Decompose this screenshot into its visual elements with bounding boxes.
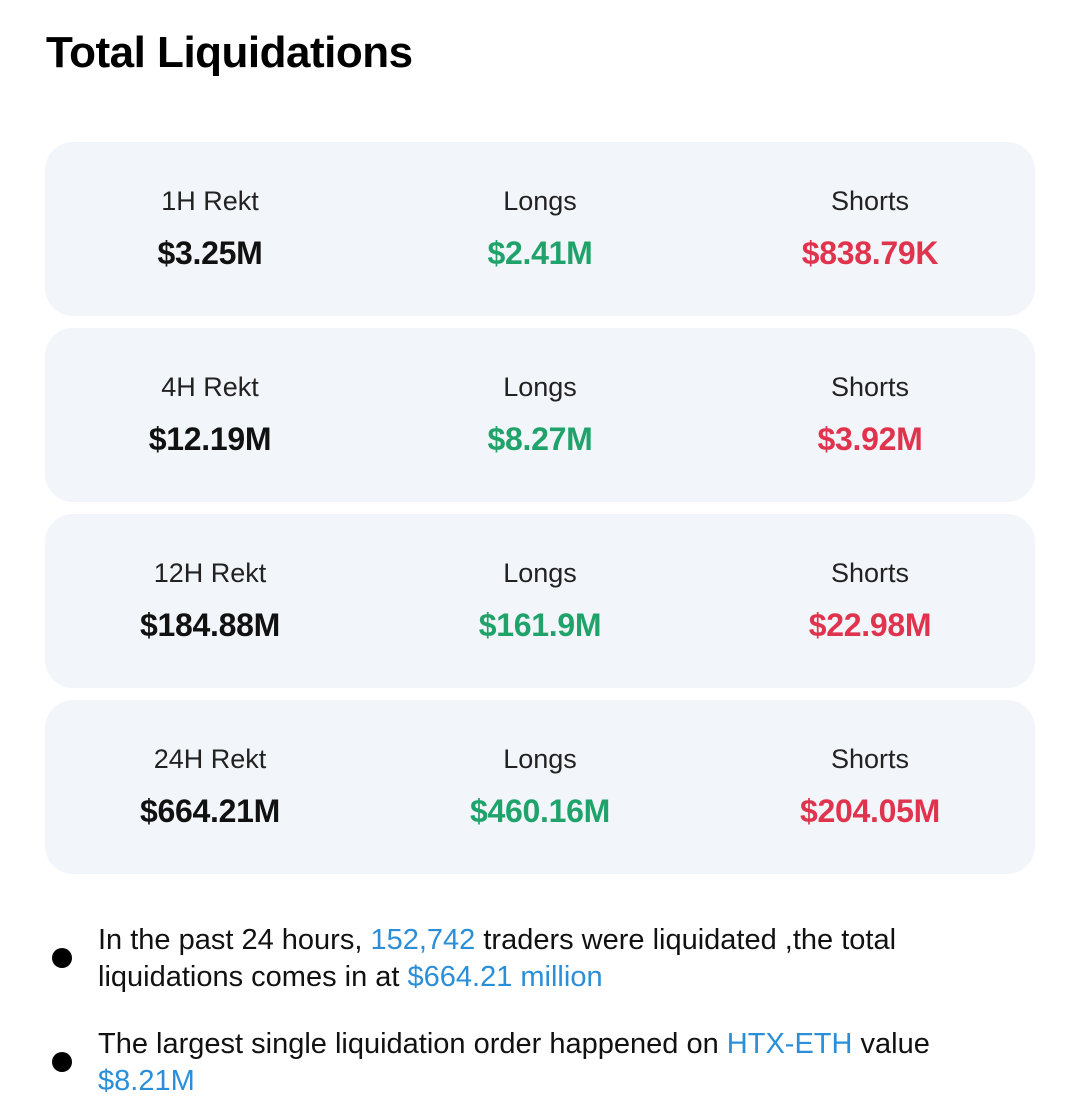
note-traders-liquidated: In the past 24 hours, 152,742 traders we… (52, 922, 1032, 996)
total-value: $184.88M (140, 607, 280, 643)
total-column: 4H Rekt $12.19M (45, 328, 375, 502)
shorts-column: Shorts $3.92M (705, 328, 1035, 502)
longs-value: $2.41M (487, 235, 593, 271)
note-text-part: In the past 24 hours, (98, 924, 371, 956)
largest-order-amount-link[interactable]: $8.21M (98, 1065, 195, 1097)
longs-label: Longs (503, 558, 577, 588)
total-column: 12H Rekt $184.88M (45, 514, 375, 688)
shorts-value: $22.98M (808, 607, 932, 643)
shorts-column: Shorts $204.05M (705, 700, 1035, 874)
liquidation-card-24h: 24H Rekt $664.21M Longs $460.16M Shorts … (45, 700, 1035, 874)
longs-value: $8.27M (487, 421, 593, 457)
shorts-value: $204.05M (800, 793, 940, 829)
longs-column: Longs $161.9M (375, 514, 705, 688)
exchange-link[interactable]: HTX-ETH (726, 1028, 853, 1060)
longs-value: $161.9M (478, 607, 602, 643)
note-text-part: value (852, 1028, 930, 1060)
shorts-label: Shorts (830, 744, 910, 774)
total-column: 1H Rekt $3.25M (45, 142, 375, 316)
shorts-label: Shorts (830, 558, 910, 588)
period-label: 12H Rekt (153, 558, 267, 588)
longs-label: Longs (503, 186, 577, 216)
longs-column: Longs $2.41M (375, 142, 705, 316)
liquidation-card-12h: 12H Rekt $184.88M Longs $161.9M Shorts $… (45, 514, 1035, 688)
page-title: Total Liquidations (46, 28, 413, 77)
total-value: $664.21M (140, 793, 280, 829)
shorts-value: $838.79K (801, 235, 939, 271)
shorts-label: Shorts (830, 372, 910, 402)
traders-count-link[interactable]: 152,742 (370, 924, 476, 956)
shorts-column: Shorts $838.79K (705, 142, 1035, 316)
longs-label: Longs (503, 744, 577, 774)
total-column: 24H Rekt $664.21M (45, 700, 375, 874)
period-label: 1H Rekt (161, 186, 259, 216)
shorts-column: Shorts $22.98M (705, 514, 1035, 688)
longs-column: Longs $460.16M (375, 700, 705, 874)
note-text-part: traders were liquidated ,the total liqui… (98, 924, 897, 993)
liquidation-cards: 1H Rekt $3.25M Longs $2.41M Shorts $838.… (45, 142, 1035, 886)
total-value: $3.25M (157, 235, 263, 271)
liquidation-card-1h: 1H Rekt $3.25M Longs $2.41M Shorts $838.… (45, 142, 1035, 316)
longs-label: Longs (503, 372, 577, 402)
bullet-icon (52, 948, 72, 968)
note-text: The largest single liquidation order hap… (98, 1026, 1018, 1100)
liquidation-card-4h: 4H Rekt $12.19M Longs $8.27M Shorts $3.9… (45, 328, 1035, 502)
note-largest-order: The largest single liquidation order hap… (52, 1026, 1032, 1100)
total-amount-link[interactable]: $664.21 million (407, 961, 603, 993)
longs-column: Longs $8.27M (375, 328, 705, 502)
shorts-label: Shorts (830, 186, 910, 216)
summary-notes: In the past 24 hours, 152,742 traders we… (52, 922, 1032, 1116)
note-text: In the past 24 hours, 152,742 traders we… (98, 922, 1018, 996)
shorts-value: $3.92M (817, 421, 923, 457)
total-value: $12.19M (148, 421, 272, 457)
bullet-icon (52, 1052, 72, 1072)
note-text-part: The largest single liquidation order hap… (98, 1028, 727, 1060)
period-label: 24H Rekt (153, 744, 267, 774)
longs-value: $460.16M (470, 793, 610, 829)
period-label: 4H Rekt (161, 372, 259, 402)
